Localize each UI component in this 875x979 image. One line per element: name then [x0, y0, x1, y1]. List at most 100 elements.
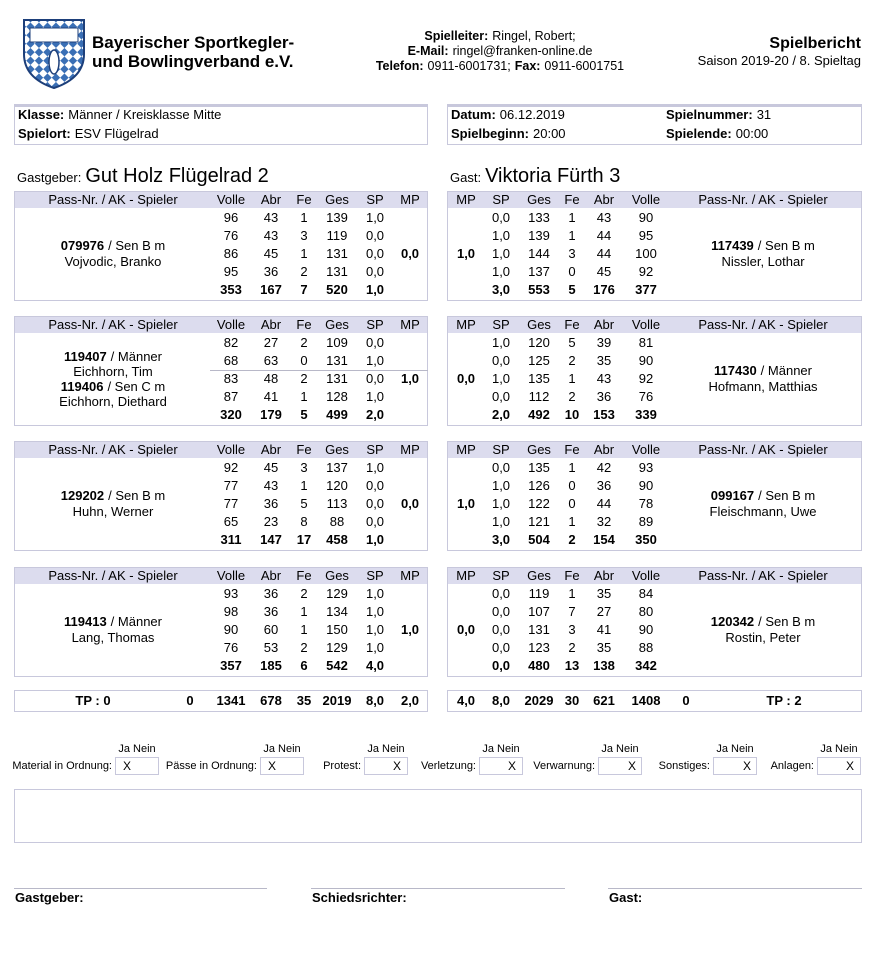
lane-value: 63 [263, 353, 279, 368]
player-name: Fleischmann, Uwe [709, 504, 817, 519]
lane-value: 77 [223, 478, 239, 493]
age-class: / Sen B m [108, 488, 166, 503]
game-box [14, 567, 428, 677]
player-name: Rostin, Peter [725, 630, 801, 645]
lane-value: 1,0 [491, 371, 511, 386]
total-value: 5 [568, 282, 576, 297]
lane-value: 1,0 [365, 586, 385, 601]
lane-value: 1 [568, 371, 576, 386]
column-header: SP [366, 317, 384, 332]
game-box [14, 316, 428, 426]
check-header: Ja Nein [482, 743, 520, 755]
team: Gast: Viktoria Fürth 3 [450, 164, 620, 190]
lane-value: 84 [638, 586, 654, 601]
lane-value: 1 [300, 389, 308, 404]
lane-value: 32 [596, 514, 612, 529]
lane-value: 68 [223, 353, 239, 368]
column-header: Volle [631, 568, 661, 583]
pass-number: 099167 [710, 488, 755, 503]
lane-value: 78 [638, 496, 654, 511]
check-mark: X [122, 759, 132, 773]
header-band [448, 568, 861, 584]
check-mark: X [627, 759, 637, 773]
lane-value: 92 [223, 460, 239, 475]
total-value: 3,0 [491, 282, 511, 297]
lane-value: 44 [596, 228, 612, 243]
info-value: 00:00 [735, 126, 769, 141]
lane-value: 8 [300, 514, 308, 529]
lane-value: 89 [638, 514, 654, 529]
lane-value: 129 [326, 586, 348, 601]
column-header: MP [456, 568, 476, 583]
info-value: ESV Flügelrad [74, 126, 159, 141]
lane-value: 134 [326, 604, 348, 619]
lane-value: 1 [568, 514, 576, 529]
lane-value: 131 [326, 371, 348, 386]
total-value: 499 [326, 407, 348, 422]
column-header: Ges [527, 317, 551, 332]
lane-value: 119 [326, 228, 348, 243]
lane-value: 5 [300, 496, 308, 511]
lane-value: 139 [528, 228, 550, 243]
total-value: 0,0 [491, 658, 511, 673]
column-header: MP [400, 317, 420, 332]
column-header: Abr [260, 192, 282, 207]
info-box [447, 104, 862, 145]
lane-value: 1 [568, 586, 576, 601]
player-name: Vojvodic, Branko [64, 254, 162, 269]
check-box [260, 757, 304, 775]
lane-value: 43 [596, 371, 612, 386]
lane-value: 87 [223, 389, 239, 404]
lane-value: 1,0 [365, 604, 385, 619]
total-value: 520 [326, 282, 348, 297]
check-header: Ja Nein [601, 743, 639, 755]
total-value: 7 [300, 282, 308, 297]
lane-value: 2 [300, 335, 308, 350]
lane-value: 88 [638, 640, 654, 655]
lane-value: 2 [300, 640, 308, 655]
lane-value: 90 [638, 478, 654, 493]
check-label: Sonstiges: [658, 760, 710, 772]
game-box [447, 191, 862, 301]
lane-value: 43 [596, 210, 612, 225]
lane-value: 0 [568, 478, 576, 493]
check-box [479, 757, 523, 775]
lane-value: 144 [528, 246, 550, 261]
contact-text: Ringel, Robert; [492, 29, 576, 43]
signature-label: Gast: [609, 890, 643, 905]
info-label: Spielnummer: [666, 107, 753, 122]
info-label: Klasse: [18, 107, 65, 122]
pass-number: 119406 [60, 379, 104, 394]
column-header: Fe [564, 568, 580, 583]
check-mark: X [507, 759, 517, 773]
total-value: 2 [568, 532, 576, 547]
lane-value: 1,0 [491, 496, 511, 511]
contact-text: Fax: [514, 59, 541, 73]
info-item: Spielnummer: 31 [666, 107, 771, 123]
info-value: 06.12.2019 [499, 107, 565, 122]
lane-value: 27 [263, 335, 279, 350]
pass-number: 120342 [710, 614, 755, 629]
column-header: Volle [216, 442, 246, 457]
column-header: Pass-Nr. / AK - Spieler [698, 317, 828, 332]
lane-value: 1,0 [365, 353, 385, 368]
check-header: Ja Nein [118, 743, 156, 755]
pass-number: 117439 [711, 238, 754, 253]
pass-number: 119413 [64, 614, 107, 629]
lane-value: 150 [326, 622, 348, 637]
lane-value: 96 [223, 210, 239, 225]
lane-value: 0 [568, 264, 576, 279]
info-value: 20:00 [533, 126, 566, 141]
lane-value: 43 [263, 210, 279, 225]
column-header: Abr [593, 442, 615, 457]
column-header: Ges [325, 317, 349, 332]
column-header: Volle [216, 317, 246, 332]
mp-value: 1,0 [400, 622, 420, 637]
lane-value: 131 [326, 264, 348, 279]
lane-value: 120 [326, 478, 348, 493]
lane-value: 0,0 [491, 210, 511, 225]
player-name: Eichhorn, Tim [73, 364, 153, 379]
lane-value: 0,0 [491, 353, 511, 368]
total-value: 542 [326, 658, 348, 673]
lane-value: 93 [638, 460, 654, 475]
